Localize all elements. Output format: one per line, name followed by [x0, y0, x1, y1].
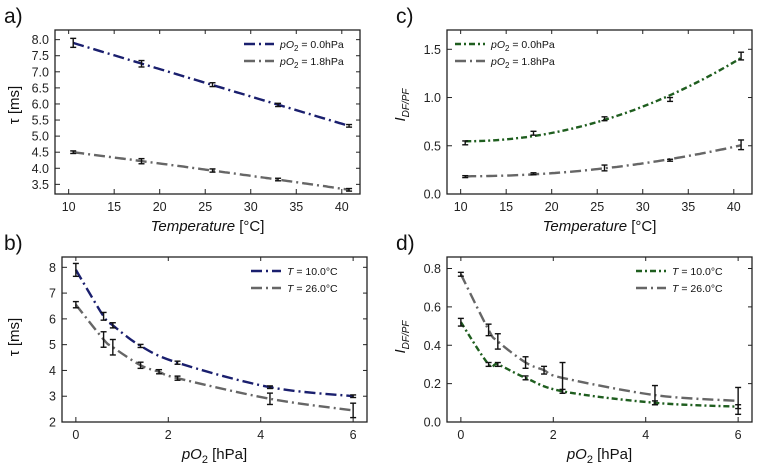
series-line [465, 56, 742, 143]
x-tick-label: 35 [681, 200, 695, 214]
y-tick-label: 0.5 [424, 139, 441, 153]
x-tick-label: 30 [636, 200, 650, 214]
y-tick-label: 7.0 [32, 65, 49, 79]
legend-entry: T = 26.0°C [287, 283, 338, 295]
legend-entry: pO2 = 1.8hPa [490, 56, 555, 70]
x-tick-label: 20 [153, 200, 167, 214]
y-tick-label: 4.5 [32, 146, 49, 160]
y-tick-label: 0.6 [424, 300, 441, 314]
y-tick-label: 6.5 [32, 81, 49, 95]
y-tick-label: 7 [49, 287, 56, 301]
series-line [465, 144, 742, 178]
x-tick-label: 15 [499, 200, 513, 214]
panel-label: c) [396, 5, 414, 28]
y-tick-label: 4.0 [32, 162, 49, 176]
x-tick-label: 25 [590, 200, 604, 214]
legend-entry: pO2 = 0.0hPa [490, 39, 555, 53]
legend-entry: pO2 = 0.0hPa [279, 39, 344, 53]
y-tick-label: 6.0 [32, 97, 49, 111]
x-tick-label: 4 [257, 428, 264, 442]
plot-frame [61, 256, 368, 423]
y-tick-label: 0.8 [424, 262, 441, 276]
y-tick-label: 8.0 [32, 33, 49, 47]
y-tick-label: 0.0 [424, 416, 441, 430]
y-axis-label: τ [ms] [6, 86, 23, 124]
x-tick-label: 10 [454, 200, 468, 214]
y-tick-label: 3.5 [32, 178, 49, 192]
series-line [459, 321, 739, 408]
panel-d: d) 0 2 4 6 0.0 0.2 0.4 0.6 0.8 T = 10.0°C T = 26.0°… [392, 232, 753, 466]
y-tick-label: 0.0 [424, 188, 441, 202]
x-tick-label: 2 [165, 428, 172, 442]
series-line [74, 303, 354, 412]
legend-entry: T = 10.0°C [287, 266, 338, 278]
x-axis-label: pO2 [hPa] [566, 446, 632, 466]
x-tick-label: 2 [550, 428, 557, 442]
y-tick-label: 4 [49, 364, 56, 378]
y-tick-label: 5.5 [32, 114, 49, 128]
x-tick-label: 35 [289, 200, 303, 214]
y-axis-label: IDF/PF [392, 88, 412, 122]
x-tick-label: 20 [545, 200, 559, 214]
panel-a: a) 10 15 20 25 30 35 40 3.5 4.0 4.5 5.0 5.5 6.0 6.5 7.0… [4, 5, 361, 235]
legend-entry: T = 10.0°C [672, 266, 723, 278]
x-tick-label: 40 [335, 200, 349, 214]
x-tick-label: 6 [735, 428, 742, 442]
y-tick-label: 1.5 [424, 43, 441, 57]
y-tick-label: 5.0 [32, 130, 49, 144]
y-tick-label: 7.5 [32, 49, 49, 63]
plot-frame [446, 256, 753, 423]
y-tick-label: 1.0 [424, 91, 441, 105]
y-tick-label: 5 [49, 338, 56, 352]
x-tick-label: 25 [198, 200, 212, 214]
plot-frame [446, 29, 753, 195]
panel-b: b) 0 2 4 6 2 3 4 5 6 7 8 T = 10.0°C T = 26.0°C pO2 [hP… [4, 232, 368, 466]
plot-frame [54, 29, 361, 195]
x-tick-label: 4 [642, 428, 649, 442]
x-axis-label: Temperature [°C] [543, 218, 657, 235]
x-tick-label: 10 [62, 200, 76, 214]
panel-c: c) 10 15 20 25 30 35 40 0.0 0.5 1.0 1.5 pO2 = 0.0hPa… [392, 5, 753, 235]
x-tick-label: 40 [727, 200, 741, 214]
y-tick-label: 6 [49, 312, 56, 326]
y-tick-label: 0.2 [424, 377, 441, 391]
x-tick-label: 0 [72, 428, 79, 442]
y-tick-label: 0.4 [424, 339, 441, 353]
legend-entry: pO2 = 1.8hPa [279, 56, 344, 70]
x-tick-label: 6 [350, 428, 357, 442]
y-axis-label: IDF/PF [392, 320, 412, 354]
legend-entry: T = 26.0°C [672, 283, 723, 295]
panel-label: a) [4, 5, 23, 28]
x-axis-label: pO2 [hPa] [181, 446, 247, 466]
series-line [72, 41, 350, 128]
x-tick-label: 0 [457, 428, 464, 442]
x-tick-label: 30 [244, 200, 258, 214]
panel-label: d) [396, 232, 415, 255]
panel-label: b) [4, 232, 23, 255]
y-axis-label: τ [ms] [6, 318, 23, 356]
x-axis-label: Temperature [°C] [151, 218, 265, 235]
series-line [74, 269, 354, 398]
y-tick-label: 3 [49, 390, 56, 404]
y-tick-label: 2 [49, 416, 56, 430]
y-tick-label: 8 [49, 261, 56, 275]
series-line [73, 151, 350, 191]
x-tick-label: 15 [107, 200, 121, 214]
